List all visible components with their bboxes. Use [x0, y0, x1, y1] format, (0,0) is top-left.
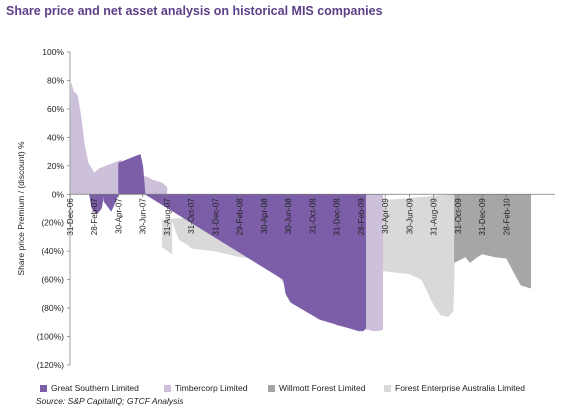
y-tick-label: (40%) — [41, 246, 64, 256]
y-tick-label: 20% — [47, 161, 64, 171]
y-tick-label: 40% — [47, 132, 64, 142]
legend-label: Willmott Forest Limited — [279, 383, 366, 393]
legend-swatch — [164, 384, 171, 392]
x-tick-label: 31-Dec-08 — [333, 198, 342, 236]
x-tick-label: 31-Aug-09 — [430, 198, 439, 236]
x-tick-label: 31-Aug-07 — [163, 198, 172, 236]
legend-label: Timbercorp Limited — [175, 383, 248, 393]
y-tick-label: (60%) — [41, 275, 64, 285]
x-tick-label: 28-Feb-07 — [90, 198, 99, 235]
x-tick-label: 30-Jun-07 — [139, 198, 148, 235]
legend-item: Great Southern Limited — [40, 383, 139, 393]
chart-title: Share price and net asset analysis on hi… — [6, 4, 383, 18]
legend-item: Timbercorp Limited — [164, 383, 247, 393]
y-tick-label: 100% — [42, 47, 64, 57]
x-tick-label: 30-Apr-08 — [260, 198, 269, 234]
x-tick-label: 28-Feb-10 — [503, 198, 512, 235]
y-tick-label: 60% — [47, 104, 64, 114]
x-tick-label: 31-Oct-07 — [187, 198, 196, 234]
legend-swatch — [384, 384, 391, 392]
y-tick-label: (80%) — [41, 303, 64, 313]
legend-label: Forest Enterprise Australia Limited — [395, 383, 525, 393]
legend-item: Forest Enterprise Australia Limited — [384, 383, 525, 393]
x-tick-label: 30-Apr-09 — [381, 198, 390, 234]
legend-swatch — [268, 384, 275, 392]
y-axis: 100% 80% 60% 40% 20% 0% (20%) (40%) (60%) (80%) (1… — [37, 47, 71, 370]
x-tick-label: 31-Oct-08 — [309, 198, 318, 234]
y-tick-label: (100%) — [37, 332, 65, 342]
y-tick-label: 80% — [47, 75, 64, 85]
legend-label: Great Southern Limited — [51, 383, 139, 393]
y-tick-label: (120%) — [37, 360, 65, 370]
legend-item: Willmott Forest Limited — [268, 383, 365, 393]
x-tick-label: 31-Dec-06 — [66, 198, 75, 236]
y-axis-label: Share price Premium / (discount) % — [16, 141, 26, 276]
series-area-willmott-forest-limited — [454, 194, 532, 289]
x-tick-label: 31-Dec-07 — [212, 198, 221, 236]
source-note: Source: S&P CapitalIQ; GTCF Analysis — [36, 396, 184, 406]
x-axis: 31-Dec-06 28-Feb-07 30-Apr-07 30-Jun-07 31-A… — [66, 193, 555, 236]
series-area-great-southern-limited — [89, 154, 367, 332]
legend-swatch — [40, 384, 47, 392]
y-tick-label: 0% — [52, 189, 65, 199]
x-tick-label: 31-Oct-09 — [454, 198, 463, 234]
x-tick-label: 30-Jun-08 — [284, 198, 293, 235]
x-tick-label: 31-Dec-09 — [478, 198, 487, 236]
x-tick-label: 30-Jun-09 — [406, 198, 415, 235]
y-tick-label: (20%) — [41, 218, 64, 228]
x-tick-label: 29-Feb-08 — [236, 198, 245, 235]
plot-area — [69, 83, 532, 332]
x-tick-label: 30-Apr-07 — [115, 198, 124, 234]
x-tick-label: 28-Feb-09 — [357, 198, 366, 235]
